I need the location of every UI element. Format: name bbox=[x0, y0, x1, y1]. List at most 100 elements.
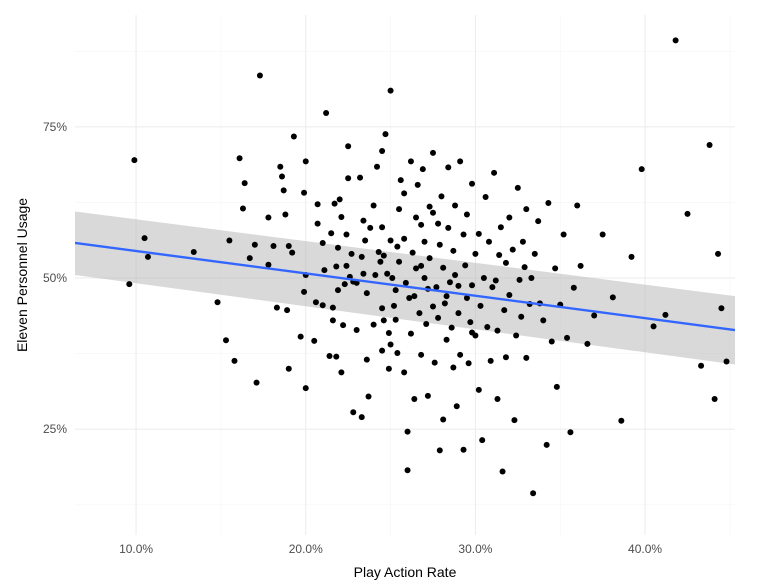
data-point bbox=[454, 403, 460, 409]
data-point bbox=[698, 363, 704, 369]
chart-svg: 10.0%20.0%30.0%40.0%25%50%75%Play Action… bbox=[0, 0, 757, 588]
data-point bbox=[360, 218, 366, 224]
data-point bbox=[418, 222, 424, 228]
data-point bbox=[389, 275, 395, 281]
data-point bbox=[496, 252, 502, 258]
data-point bbox=[286, 243, 292, 249]
data-point bbox=[416, 310, 422, 316]
data-point bbox=[528, 275, 534, 281]
data-point bbox=[491, 170, 497, 176]
data-point bbox=[371, 202, 377, 208]
data-point bbox=[323, 110, 329, 116]
data-point bbox=[191, 249, 197, 255]
data-point bbox=[523, 206, 529, 212]
data-point bbox=[415, 182, 421, 188]
data-point bbox=[440, 265, 446, 271]
data-point bbox=[479, 437, 485, 443]
data-point bbox=[382, 131, 388, 137]
data-point bbox=[425, 393, 431, 399]
data-point bbox=[449, 325, 455, 331]
data-point bbox=[320, 240, 326, 246]
data-point bbox=[223, 337, 229, 343]
data-point bbox=[457, 158, 463, 164]
data-point bbox=[444, 337, 450, 343]
data-point bbox=[435, 221, 441, 227]
data-point bbox=[561, 231, 567, 237]
data-point bbox=[311, 338, 317, 344]
data-point bbox=[381, 317, 387, 323]
data-point bbox=[303, 385, 309, 391]
data-point bbox=[469, 181, 475, 187]
data-point bbox=[394, 350, 400, 356]
y-tick-label: 75% bbox=[43, 120, 67, 134]
data-point bbox=[552, 265, 558, 271]
data-point bbox=[338, 369, 344, 375]
data-point bbox=[381, 253, 387, 259]
data-point bbox=[349, 251, 355, 257]
data-point bbox=[584, 341, 590, 347]
data-point bbox=[467, 319, 473, 325]
data-point bbox=[350, 409, 356, 415]
data-point bbox=[379, 348, 385, 354]
data-point bbox=[493, 277, 499, 283]
data-point bbox=[274, 305, 280, 311]
data-point bbox=[600, 231, 606, 237]
data-point bbox=[131, 157, 137, 163]
data-point bbox=[320, 302, 326, 308]
data-point bbox=[386, 366, 392, 372]
data-point bbox=[452, 202, 458, 208]
data-point bbox=[503, 260, 509, 266]
data-point bbox=[455, 310, 461, 316]
data-point bbox=[359, 254, 365, 260]
data-point bbox=[388, 238, 394, 244]
data-point bbox=[237, 155, 243, 161]
data-point bbox=[408, 158, 414, 164]
data-point bbox=[718, 305, 724, 311]
data-point bbox=[345, 175, 351, 181]
data-point bbox=[517, 277, 523, 283]
data-point bbox=[530, 490, 536, 496]
data-point bbox=[362, 238, 368, 244]
data-point bbox=[413, 215, 419, 221]
data-point bbox=[481, 275, 487, 281]
data-point bbox=[265, 215, 271, 221]
data-point bbox=[247, 255, 253, 261]
data-point bbox=[254, 380, 260, 386]
data-point bbox=[289, 250, 295, 256]
data-point bbox=[333, 264, 339, 270]
data-point bbox=[574, 202, 580, 208]
data-point bbox=[394, 244, 400, 250]
data-point bbox=[315, 201, 321, 207]
data-point bbox=[564, 335, 570, 341]
data-point bbox=[464, 212, 470, 218]
data-point bbox=[240, 205, 246, 211]
data-point bbox=[506, 215, 512, 221]
data-point bbox=[282, 212, 288, 218]
data-point bbox=[501, 307, 507, 313]
data-point bbox=[707, 142, 713, 148]
data-point bbox=[484, 324, 490, 330]
data-point bbox=[226, 238, 232, 244]
data-point bbox=[265, 262, 271, 268]
data-point bbox=[401, 190, 407, 196]
data-point bbox=[712, 396, 718, 402]
data-point bbox=[457, 352, 463, 358]
x-tick-label: 30.0% bbox=[458, 542, 492, 556]
data-point bbox=[364, 357, 370, 363]
y-axis-title: Eleven Personnel Usage bbox=[14, 198, 30, 352]
data-point bbox=[374, 164, 380, 170]
data-point bbox=[432, 360, 438, 366]
data-point bbox=[330, 305, 336, 311]
data-point bbox=[142, 235, 148, 241]
data-point bbox=[411, 293, 417, 299]
data-point bbox=[437, 242, 443, 248]
data-point bbox=[126, 281, 132, 287]
data-point bbox=[343, 231, 349, 237]
data-point bbox=[284, 307, 290, 313]
data-point bbox=[386, 330, 392, 336]
data-point bbox=[291, 134, 297, 140]
data-point bbox=[333, 354, 339, 360]
data-point bbox=[422, 239, 428, 245]
data-point bbox=[396, 206, 402, 212]
data-point bbox=[662, 312, 668, 318]
